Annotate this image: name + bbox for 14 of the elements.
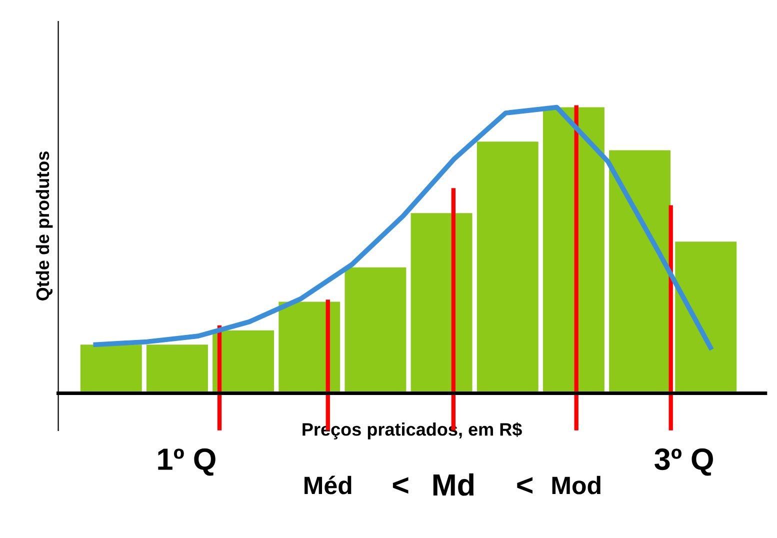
bar (476, 142, 538, 394)
text: < (392, 477, 408, 494)
text: Mod (552, 476, 600, 494)
text: Méd (304, 476, 352, 494)
text: < (517, 477, 532, 494)
y-axis-title: Qtde de produtos (36, 151, 53, 300)
bar (344, 267, 406, 394)
text: Md (433, 473, 474, 496)
bar (675, 242, 737, 394)
x-axis-title: Preços praticados, em R$ (302, 422, 522, 440)
text: 1º Q (158, 448, 216, 476)
bar (80, 344, 142, 394)
bar (146, 344, 208, 394)
text: 3º Q (654, 448, 713, 476)
